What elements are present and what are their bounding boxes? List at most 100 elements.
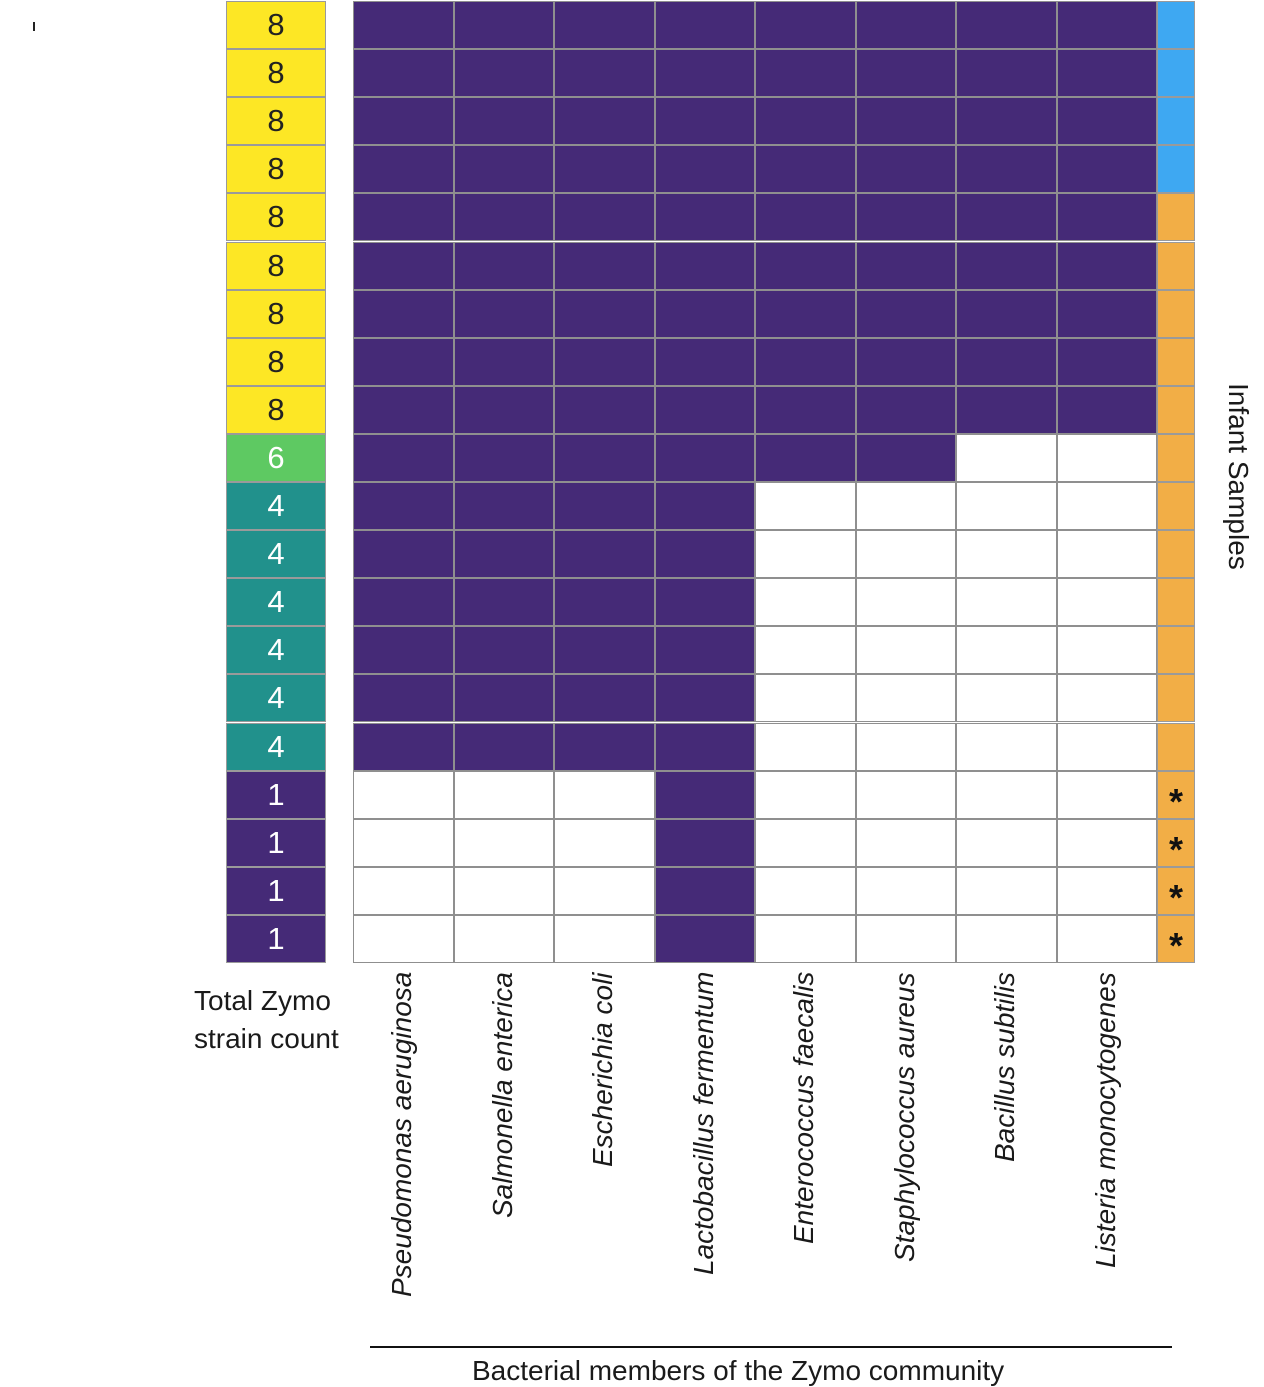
presence-cell-present — [654, 674, 755, 723]
asterisk-marker: * — [1168, 780, 1183, 822]
presence-cell-absent — [1056, 818, 1157, 867]
asterisk-marker: * — [1168, 828, 1183, 870]
presence-cell-absent — [755, 722, 856, 771]
presence-cell-absent — [855, 482, 956, 531]
presence-cell-present — [1056, 97, 1157, 146]
strain-count-cell: 1 — [226, 914, 326, 963]
presence-cell-present — [654, 193, 755, 242]
strain-count-cell: 4 — [226, 530, 326, 579]
presence-cell-absent — [755, 914, 856, 963]
presence-cell-absent — [1056, 578, 1157, 627]
presence-cell-present — [1056, 241, 1157, 290]
presence-cell-present — [554, 97, 655, 146]
presence-cell-absent — [855, 818, 956, 867]
presence-cell-present — [554, 145, 655, 194]
presence-cell-present — [855, 145, 956, 194]
group-cell — [1157, 289, 1195, 338]
presence-cell-absent — [956, 482, 1057, 531]
presence-cell-present — [654, 49, 755, 98]
presence-cell-absent — [1056, 866, 1157, 915]
presence-cell-present — [654, 241, 755, 290]
presence-cell-present — [755, 193, 856, 242]
group-cell — [1157, 722, 1195, 771]
presence-cell-absent — [554, 818, 655, 867]
group-cell — [1157, 241, 1195, 290]
strain-count-cell: 4 — [226, 722, 326, 771]
presence-cell-absent — [855, 914, 956, 963]
strain-count-cell: 8 — [226, 97, 326, 146]
species-label: Escherichia coli — [587, 972, 619, 1167]
presence-cell-absent — [353, 914, 454, 963]
strain-count-cell: 1 — [226, 866, 326, 915]
presence-cell-absent — [353, 866, 454, 915]
presence-cell-present — [956, 1, 1057, 50]
presence-cell-present — [453, 193, 554, 242]
presence-cell-present — [1056, 49, 1157, 98]
presence-cell-present — [855, 289, 956, 338]
presence-cell-present — [855, 193, 956, 242]
group-cell — [1157, 674, 1195, 723]
presence-cell-present — [554, 530, 655, 579]
x-axis-line — [370, 1346, 1172, 1348]
presence-cell-present — [654, 289, 755, 338]
presence-cell-present — [554, 482, 655, 531]
presence-cell-present — [554, 578, 655, 627]
strain-count-cell: 8 — [226, 49, 326, 98]
presence-cell-present — [654, 770, 755, 819]
presence-cell-present — [956, 145, 1057, 194]
strain-count-cell: 4 — [226, 578, 326, 627]
asterisk-marker: * — [1168, 924, 1183, 966]
group-cell — [1157, 482, 1195, 530]
x-axis-title: Bacterial members of the Zymo community — [472, 1355, 1005, 1386]
strain-count-cell: 8 — [226, 385, 326, 434]
presence-cell-present — [353, 193, 454, 242]
group-cell — [1157, 385, 1195, 434]
presence-cell-absent — [1056, 914, 1157, 963]
presence-cell-absent — [554, 914, 655, 963]
presence-cell-absent — [855, 578, 956, 627]
presence-cell-absent — [956, 626, 1057, 675]
presence-cell-absent — [956, 578, 1057, 627]
presence-cell-present — [755, 337, 856, 386]
presence-cell-absent — [855, 674, 956, 723]
presence-cell-absent — [855, 866, 956, 915]
presence-cell-present — [956, 337, 1057, 386]
presence-cell-present — [855, 1, 956, 50]
presence-cell-absent — [855, 530, 956, 579]
presence-cell-present — [453, 530, 554, 579]
presence-cell-present — [453, 482, 554, 531]
species-label: Salmonella enterica — [486, 972, 518, 1218]
presence-cell-present — [855, 433, 956, 482]
presence-cell-present — [654, 97, 755, 146]
presence-cell-present — [453, 433, 554, 482]
strain-count-cell: 8 — [226, 337, 326, 386]
presence-cell-present — [353, 241, 454, 290]
strain-count-cell: 8 — [226, 241, 326, 290]
strain-count-cell: 4 — [226, 626, 326, 675]
species-label: Staphylococcus aureus — [888, 972, 920, 1262]
presence-cell-present — [453, 385, 554, 434]
presence-cell-present — [654, 385, 755, 434]
strain-count-cell: 4 — [226, 674, 326, 723]
presence-cell-present — [956, 193, 1057, 242]
presence-cell-present — [855, 97, 956, 146]
presence-cell-absent — [453, 914, 554, 963]
group-cell — [1157, 49, 1195, 98]
presence-cell-present — [554, 1, 655, 50]
presence-cell-absent — [956, 674, 1057, 723]
presence-cell-absent — [554, 770, 655, 819]
presence-cell-present — [1056, 289, 1157, 338]
presence-cell-present — [554, 385, 655, 434]
presence-cell-present — [956, 289, 1057, 338]
presence-cell-present — [353, 385, 454, 434]
presence-cell-present — [353, 722, 454, 771]
presence-cell-present — [453, 578, 554, 627]
presence-cell-present — [554, 337, 655, 386]
presence-cell-present — [353, 530, 454, 579]
presence-cell-present — [353, 49, 454, 98]
presence-cell-present — [453, 1, 554, 50]
presence-cell-present — [755, 145, 856, 194]
presence-cell-present — [755, 49, 856, 98]
species-label: Listeria monocytogenes — [1089, 972, 1121, 1268]
